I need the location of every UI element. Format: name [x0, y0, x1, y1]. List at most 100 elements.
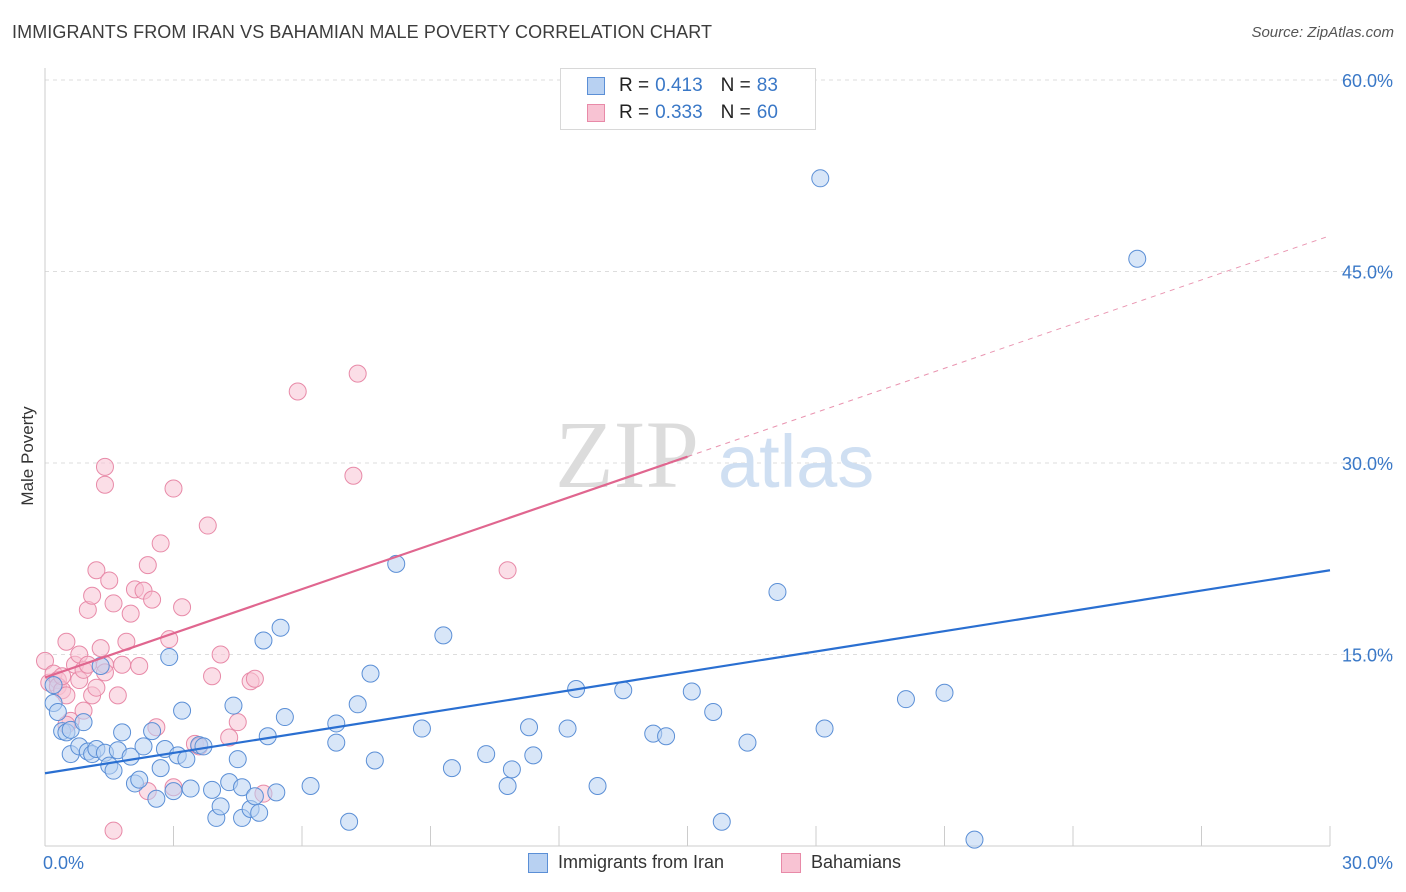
data-point-immigrants-from-iran — [228, 750, 247, 769]
y-tick-label: 45.0% — [1342, 263, 1393, 283]
data-point-bahamians — [36, 651, 54, 670]
stats-row-pink: R = 0.333 N = 60 — [587, 101, 778, 125]
legend-label-blue: Immigrants from Iran — [558, 852, 725, 872]
data-point-immigrants-from-iran — [1128, 249, 1147, 268]
data-point-bahamians — [121, 604, 140, 623]
data-point-immigrants-from-iran — [442, 759, 461, 778]
data-point-bahamians — [211, 645, 230, 664]
data-point-immigrants-from-iran — [147, 789, 166, 808]
data-point-bahamians — [245, 669, 264, 688]
n-value-pink: 60 — [756, 102, 778, 123]
data-point-immigrants-from-iran — [143, 722, 162, 741]
data-point-immigrants-from-iran — [164, 782, 183, 801]
y-tick-label: 15.0% — [1342, 646, 1393, 666]
stats-row-blue: R = 0.413 N = 83 — [587, 74, 778, 98]
legend-item-immigrants-from-iran[interactable]: Immigrants from Iran — [528, 852, 724, 873]
tick-labels: 15.0% 30.0% 45.0% 60.0% 0.0% 30.0% — [43, 71, 1393, 873]
data-point-immigrants-from-iran — [211, 797, 230, 816]
stats-legend: R = 0.413 N = 83 R = 0.333 N = 60 — [560, 68, 816, 130]
data-point-immigrants-from-iran — [173, 701, 192, 720]
data-point-bahamians — [288, 382, 307, 401]
r-value-pink: 0.333 — [655, 102, 703, 123]
watermark-zip: ZIP — [555, 401, 699, 508]
r-value-blue: 0.413 — [655, 75, 703, 96]
data-point-immigrants-from-iran — [935, 683, 954, 702]
data-point-immigrants-from-iran — [134, 737, 153, 756]
data-point-bahamians — [113, 655, 132, 674]
data-point-bahamians — [198, 516, 217, 535]
data-point-immigrants-from-iran — [520, 718, 539, 737]
data-point-immigrants-from-iran — [524, 746, 543, 765]
data-point-immigrants-from-iran — [498, 776, 517, 795]
data-point-bahamians — [95, 475, 114, 494]
n-label: N = — [720, 75, 751, 96]
data-point-immigrants-from-iran — [340, 812, 359, 831]
data-point-bahamians — [87, 561, 106, 580]
data-point-immigrants-from-iran — [896, 690, 915, 709]
series-immigrants-from-iran — [44, 169, 1147, 849]
legend-swatch-pink — [781, 852, 801, 873]
data-point-immigrants-from-iran — [224, 696, 243, 715]
data-point-immigrants-from-iran — [965, 830, 984, 849]
data-point-immigrants-from-iran — [768, 582, 787, 601]
data-point-immigrants-from-iran — [104, 761, 123, 780]
data-point-immigrants-from-iran — [327, 733, 346, 752]
data-point-bahamians — [108, 686, 127, 705]
trend-line-bahamians — [44, 455, 688, 679]
trend-extension-bahamians — [687, 235, 1331, 458]
data-point-immigrants-from-iran — [160, 648, 179, 667]
data-point-bahamians — [138, 556, 157, 575]
data-point-immigrants-from-iran — [412, 719, 431, 738]
data-point-immigrants-from-iran — [614, 681, 633, 700]
grid-lines — [45, 79, 1395, 655]
data-point-bahamians — [100, 571, 119, 590]
legend-label-pink: Bahamians — [811, 852, 902, 872]
data-point-immigrants-from-iran — [815, 719, 834, 738]
x-tick-label: 0.0% — [43, 853, 84, 873]
data-point-bahamians — [57, 632, 76, 651]
data-point-immigrants-from-iran — [44, 676, 63, 695]
data-point-immigrants-from-iran — [365, 751, 384, 770]
y-tick-label: 30.0% — [1342, 454, 1393, 474]
data-point-bahamians — [83, 586, 102, 605]
data-point-bahamians — [95, 457, 114, 476]
data-point-bahamians — [104, 821, 123, 840]
x-tick-label: 30.0% — [1342, 853, 1393, 873]
data-point-immigrants-from-iran — [657, 727, 676, 746]
data-point-bahamians — [220, 728, 239, 747]
data-point-immigrants-from-iran — [130, 770, 149, 789]
data-point-bahamians — [151, 534, 170, 553]
data-point-bahamians — [344, 466, 363, 485]
data-point-immigrants-from-iran — [250, 803, 269, 822]
data-point-bahamians — [203, 667, 222, 686]
watermark-atlas: atlas — [718, 420, 874, 503]
data-point-immigrants-from-iran — [434, 626, 453, 645]
y-axis-label: Male Poverty — [18, 406, 37, 506]
data-point-bahamians — [91, 639, 110, 658]
data-point-immigrants-from-iran — [301, 776, 320, 795]
legend-item-bahamians[interactable]: Bahamians — [781, 852, 901, 873]
data-point-immigrants-from-iran — [113, 723, 132, 742]
data-point-immigrants-from-iran — [181, 779, 200, 798]
stats-swatch-pink — [587, 104, 605, 122]
data-point-immigrants-from-iran — [177, 750, 196, 769]
y-tick-label: 60.0% — [1342, 71, 1393, 91]
chart-title: IMMIGRANTS FROM IRAN VS BAHAMIAN MALE PO… — [12, 22, 713, 42]
legend-swatch-blue — [528, 852, 548, 873]
data-point-immigrants-from-iran — [712, 812, 731, 831]
data-point-immigrants-from-iran — [267, 783, 286, 802]
data-point-immigrants-from-iran — [588, 776, 607, 795]
data-point-immigrants-from-iran — [254, 631, 273, 650]
stats-swatch-blue — [587, 77, 605, 95]
data-point-immigrants-from-iran — [327, 714, 346, 733]
data-point-immigrants-from-iran — [74, 713, 93, 732]
axes — [44, 68, 1331, 847]
trend-lines — [44, 235, 1331, 775]
r-label: R = — [619, 102, 650, 123]
source-label: Source: ZipAtlas.com — [1251, 24, 1394, 41]
data-point-bahamians — [160, 630, 179, 649]
data-point-immigrants-from-iran — [811, 169, 830, 188]
data-point-immigrants-from-iran — [704, 702, 723, 721]
data-point-immigrants-from-iran — [682, 682, 701, 701]
